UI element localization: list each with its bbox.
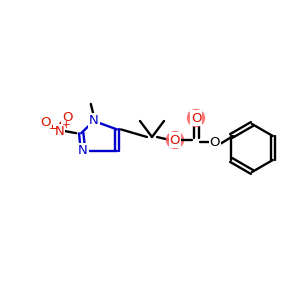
Text: N: N <box>54 125 64 138</box>
Text: −: − <box>49 124 58 134</box>
Text: O: O <box>170 134 180 146</box>
Text: O: O <box>62 111 73 124</box>
Text: O: O <box>191 112 201 124</box>
Text: O: O <box>210 136 220 149</box>
Circle shape <box>188 110 205 127</box>
Circle shape <box>167 131 184 148</box>
Text: N: N <box>78 144 88 157</box>
Text: O: O <box>40 116 50 129</box>
Text: +: + <box>62 120 70 130</box>
Text: N: N <box>89 115 99 128</box>
